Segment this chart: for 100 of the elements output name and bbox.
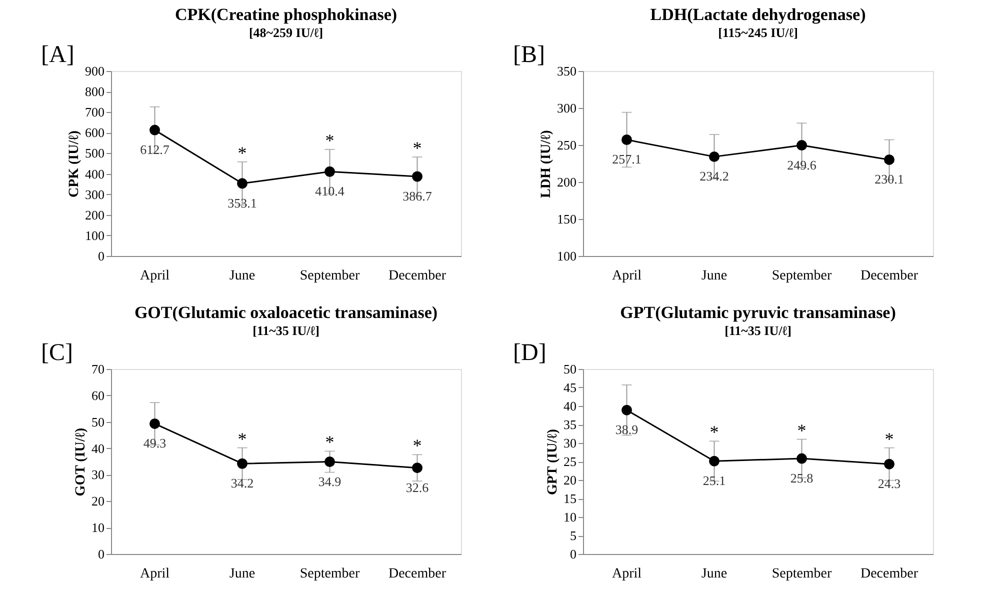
x-tick-label: September [772, 566, 832, 582]
x-tick-label: June [229, 566, 256, 582]
data-label: 257.1 [612, 152, 642, 167]
y-tick-label: 70 [92, 362, 104, 376]
x-tick-label: April [612, 268, 642, 284]
y-tick-label: 45 [564, 380, 576, 395]
y-tick-label: 0 [570, 546, 576, 562]
y-axis-title: GPT (IU/ℓ) [546, 428, 560, 496]
text: [A] [41, 42, 74, 68]
chart-subtitle: [115~245 IU/ℓ] [718, 25, 798, 40]
x-tick-label: December [860, 566, 918, 582]
data-label: 38.9 [615, 422, 638, 438]
data-label: 25.8 [790, 470, 814, 486]
point [150, 124, 160, 136]
y-tick-label: 100 [85, 228, 104, 243]
x-tick-label: December [388, 268, 446, 284]
y-tick-label: 100 [557, 248, 576, 264]
y-tick-label: 10 [564, 510, 576, 524]
x-tick-label: September [772, 268, 832, 284]
chart-title: GOT(Glutamic oxaloacetic transaminase) [134, 303, 438, 322]
y-tick-label: 60 [92, 388, 104, 403]
data-label: 234.2 [700, 168, 729, 184]
annotation: * [238, 428, 247, 449]
x-tick-label: June [229, 268, 256, 284]
y-tick-label: 30 [92, 467, 104, 482]
y-axis-title: CPK (IU/ℓ) [67, 130, 82, 198]
y-axis-title: GOT (IU/ℓ) [74, 427, 88, 496]
y-tick-label: 20 [564, 472, 576, 488]
x-tick-label: April [612, 566, 642, 582]
y-tick-label: 200 [557, 174, 576, 190]
x-tick-label: September [300, 566, 360, 582]
y-tick-label: 0 [98, 248, 104, 264]
y-tick-label: 35 [564, 417, 576, 432]
y-tick-label: 500 [85, 146, 104, 161]
chart-subtitle: [11~35 IU/ℓ] [724, 323, 792, 338]
y-tick-label: 0 [98, 546, 104, 562]
y-tick-label: 50 [92, 414, 104, 430]
y-tick-label: 30 [564, 436, 576, 450]
chart-title: LDH(Lactate dehydrogenase) [650, 5, 866, 24]
x-tick-label: September [300, 268, 360, 284]
data-label: 49.3 [143, 436, 166, 451]
y-tick-label: 15 [564, 491, 576, 506]
y-axis-title: LDH (IU/ℓ) [539, 130, 554, 198]
point [412, 171, 422, 182]
annotation: * [325, 130, 334, 150]
annotation: * [412, 436, 422, 456]
x-tick-label: June [701, 566, 728, 582]
point [324, 166, 335, 177]
annotation: * [412, 138, 422, 158]
point [324, 456, 335, 467]
text: [D] [513, 340, 546, 366]
y-tick-label: 50 [564, 362, 576, 376]
y-tick-label: 200 [85, 207, 104, 222]
y-tick-label: 700 [85, 104, 104, 120]
point [884, 458, 894, 470]
annotation: * [797, 420, 806, 440]
data-label: 34.2 [230, 476, 254, 491]
point [884, 154, 894, 165]
chart-title: CPK(Creatine phosphokinase) [174, 5, 398, 24]
y-tick-label: 300 [85, 186, 104, 202]
data-label: 34.9 [318, 474, 342, 489]
data-label: 410.4 [315, 184, 345, 199]
point [237, 178, 248, 189]
y-tick-label: 900 [85, 64, 104, 78]
point [237, 458, 248, 469]
point [622, 404, 632, 416]
y-tick-label: 40 [92, 440, 104, 456]
point [150, 418, 160, 429]
data-label: 25.1 [702, 473, 726, 488]
y-tick-label: 250 [557, 138, 576, 152]
chart-title: GPT(Glutamic pyruvic transaminase) [620, 303, 896, 322]
y-tick-label: 5 [570, 528, 576, 543]
data-label: 230.1 [874, 172, 904, 187]
annotation: * [238, 142, 247, 163]
data-label: 386.7 [402, 188, 432, 204]
data-label: 353.1 [228, 195, 257, 210]
data-label: 24.3 [878, 476, 901, 492]
y-tick-label: 600 [85, 125, 104, 140]
x-tick-label: December [860, 268, 918, 284]
point [412, 462, 422, 474]
y-tick-label: 400 [85, 166, 104, 182]
annotation: * [325, 432, 334, 452]
point [622, 134, 632, 145]
point [709, 456, 720, 466]
data-label: 612.7 [140, 142, 170, 158]
x-tick-label: June [701, 268, 728, 284]
x-tick-label: April [140, 268, 170, 284]
point [796, 453, 807, 464]
y-tick-label: 25 [564, 454, 576, 469]
x-tick-label: April [140, 566, 170, 582]
point [796, 140, 807, 151]
chart-subtitle: [11~35 IU/ℓ] [252, 323, 320, 338]
chart-subtitle: [48~259 IU/ℓ] [248, 25, 324, 40]
x-tick-label: December [388, 566, 446, 582]
y-tick-label: 10 [92, 520, 104, 536]
text: [B] [513, 42, 545, 68]
y-tick-label: 20 [92, 494, 104, 509]
y-tick-label: 800 [85, 84, 104, 100]
y-tick-label: 150 [557, 212, 576, 226]
annotation: * [884, 428, 894, 449]
